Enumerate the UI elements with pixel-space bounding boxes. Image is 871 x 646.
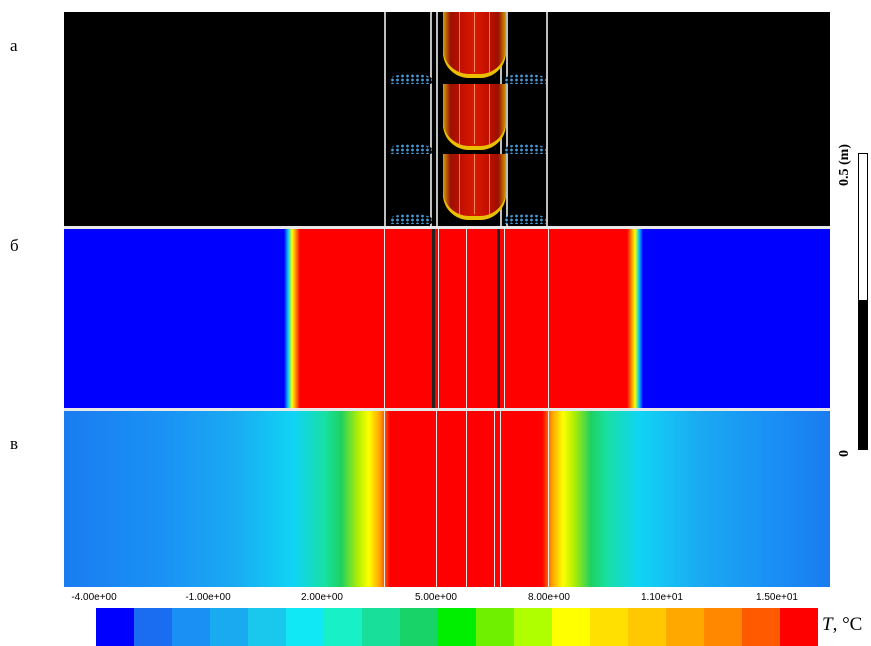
panel-b-boundary-line [504,229,505,408]
legend-title: T, °C [822,614,862,636]
panel-c-boundary-line [500,411,501,587]
axis-tick-label: 8.00e+00 [528,592,570,603]
convection-cell-3 [443,154,506,220]
vector-dots [504,144,546,154]
axis-tick-label: 1.50e+01 [756,592,798,603]
panel-c-boundary-line [466,411,467,587]
panel-b-boundary-line [384,229,385,408]
panel-a-boundary-line [436,12,438,226]
convection-cell-1 [443,12,506,78]
legend-swatch [324,608,362,646]
panel-a-boundary-line [546,12,548,226]
vector-dots [504,214,546,224]
legend-variable: T [822,614,833,635]
panel-a-flow-field [64,12,830,226]
panel-separator [64,408,830,411]
panel-c-boundary-line [436,411,437,587]
axis-tick-label: -1.00e+00 [185,592,231,603]
legend-swatch [96,608,134,646]
legend-unit: , °C [832,614,863,635]
legend-swatch [362,608,400,646]
vector-dots [390,74,432,84]
panel-a-boundary-line [506,12,508,226]
panel-separator [64,226,830,229]
vector-dots [390,214,432,224]
panel-label-b: б [10,236,19,255]
scale-bar-lower [858,300,868,450]
legend-swatch [780,608,818,646]
legend-swatch [666,608,704,646]
panel-c-boundary-line [384,411,385,587]
legend-swatch [704,608,742,646]
vector-dots [390,144,432,154]
legend-swatch [286,608,324,646]
panel-a-boundary-line [384,12,386,226]
legend-swatch [552,608,590,646]
scale-bar-upper [858,153,868,301]
legend-swatch [590,608,628,646]
panel-c-boundary-line [548,411,549,587]
panel-label-a: а [10,36,18,55]
convection-cell-2 [443,84,506,150]
legend-swatch [514,608,552,646]
legend-swatch [628,608,666,646]
legend-swatch [210,608,248,646]
scale-bar-top-label: 0.5 (m) [837,144,852,186]
panel-c-boundary-line [494,411,495,587]
legend-swatch [248,608,286,646]
panel-b-boundary-line [497,229,500,408]
legend-swatch [134,608,172,646]
vector-dots [504,74,546,84]
legend-swatch [742,608,780,646]
panel-b-temperature-field [64,229,830,408]
panel-b-boundary-line [548,229,549,408]
panel-c-temperature-field [64,411,830,587]
panel-b-boundary-line [466,229,467,408]
legend-swatch [400,608,438,646]
panel-b-boundary-line [438,229,439,408]
legend-swatch [476,608,514,646]
axis-tick-label: 5.00e+00 [415,592,457,603]
panel-b-boundary-line [432,229,435,408]
axis-tick-label: 1.10e+01 [641,592,683,603]
panel-label-c: в [10,434,19,453]
axis-tick-label: -4.00e+00 [71,592,117,603]
legend-swatch [172,608,210,646]
axis-tick-label: 2.00e+00 [301,592,343,603]
scale-bar-bottom-label: 0 [837,450,852,457]
panel-a-boundary-line [430,12,432,226]
color-legend [96,608,818,646]
legend-swatch [438,608,476,646]
